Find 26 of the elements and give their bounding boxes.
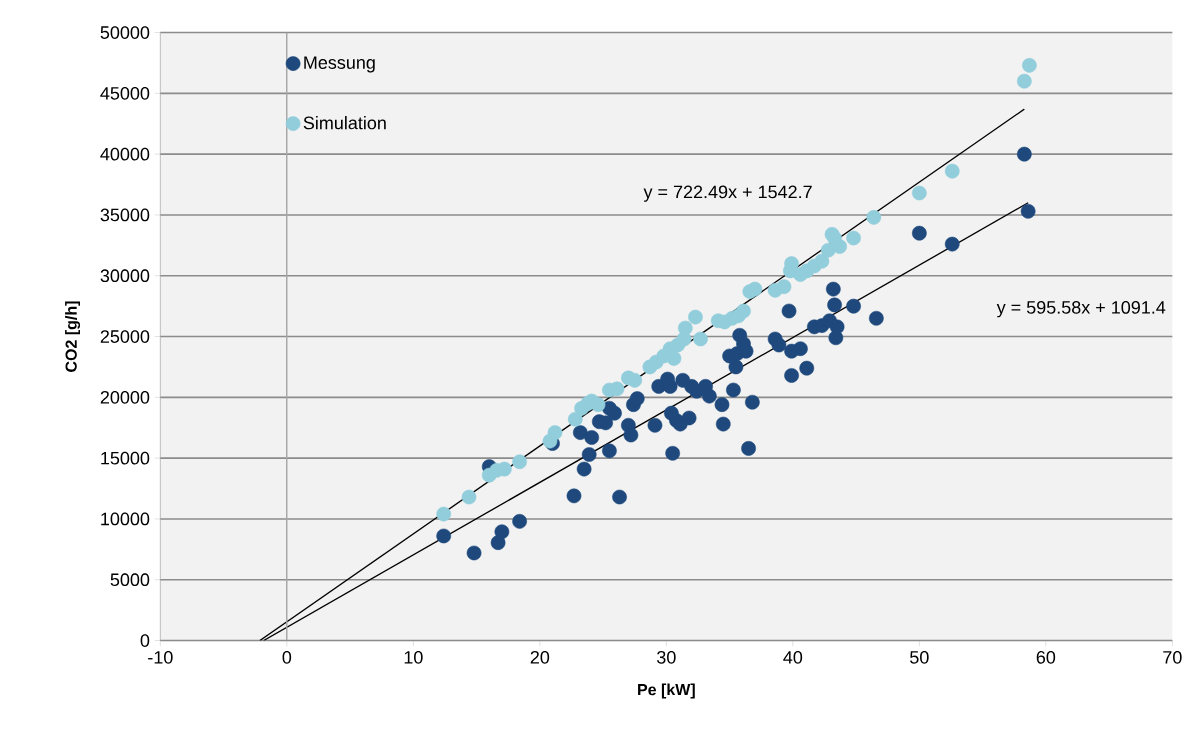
x-tick-label: 50: [910, 650, 929, 664]
x-tick-label: -10: [148, 650, 173, 664]
y-axis-title: CO2 [g/h]: [65, 301, 81, 372]
y-tick-label: 25000: [100, 330, 150, 343]
x-axis-title: Pe [kW]: [638, 683, 695, 699]
annotation: y = 722.49x + 1542.7: [643, 185, 812, 202]
y-tick-label: 15000: [101, 451, 150, 465]
y-tick-label: 10000: [101, 512, 150, 526]
x-tick-label: 30: [657, 650, 676, 664]
y-tick-label: 45000: [100, 86, 150, 100]
annotation: y = 595.58x + 1091.4: [996, 301, 1166, 318]
x-tick-label: 40: [783, 650, 803, 664]
x-tick-label: 60: [1036, 650, 1056, 664]
y-tick-label: 0: [140, 634, 150, 647]
legend-label: Messung: [304, 56, 375, 73]
y-tick-label: 20000: [100, 390, 150, 404]
y-tick-label: 50000: [100, 26, 150, 39]
y-tick-label: 5000: [110, 573, 150, 587]
legend-label: Simulation: [303, 116, 386, 130]
y-tick-label: 40000: [100, 147, 150, 161]
x-tick-label: 70: [1163, 650, 1182, 664]
y-tick-label: 30000: [100, 269, 150, 283]
y-tick-label: 35000: [100, 208, 150, 222]
x-tick-label: 0: [282, 650, 292, 664]
x-tick-label: 20: [530, 650, 550, 664]
x-tick-label: 10: [404, 650, 423, 664]
